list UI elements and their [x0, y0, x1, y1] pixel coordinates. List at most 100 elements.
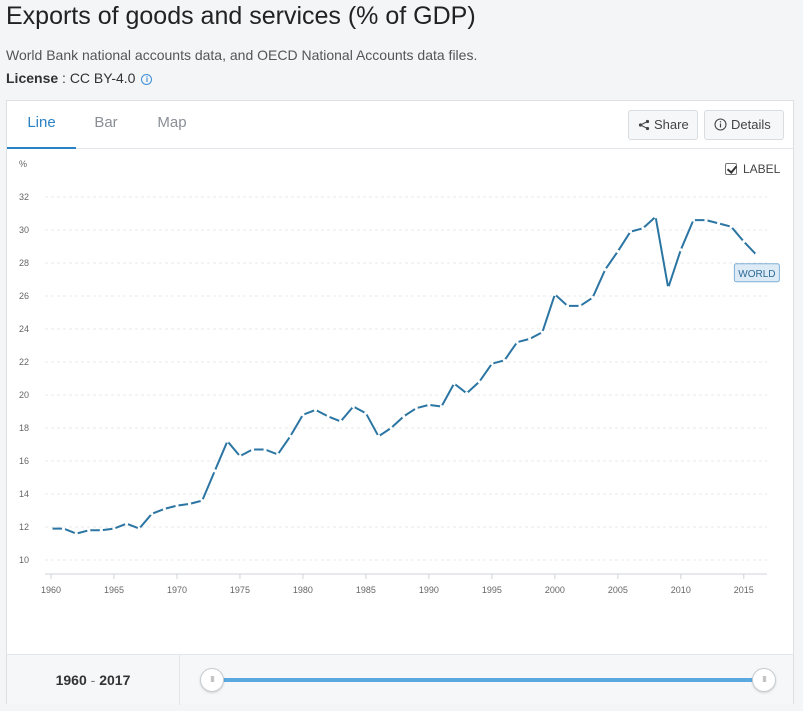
data-point — [250, 447, 255, 452]
x-tick-label: 2000 — [545, 585, 565, 595]
data-point — [754, 253, 759, 257]
data-point — [679, 248, 683, 252]
data-point — [326, 414, 330, 419]
share-button[interactable]: Share — [628, 110, 698, 140]
data-point — [402, 414, 406, 419]
data-point — [553, 292, 557, 296]
range-separator: - — [86, 672, 100, 688]
data-point — [351, 404, 355, 409]
data-point — [288, 434, 292, 438]
y-tick-label: 12 — [19, 522, 29, 532]
y-tick-label: 16 — [19, 456, 29, 466]
label-layer: WORLD — [733, 263, 780, 283]
page-title: Exports of goods and services (% of GDP) — [6, 2, 476, 30]
data-point — [616, 249, 620, 254]
data-point — [528, 337, 532, 341]
x-tick-label: 2010 — [671, 585, 691, 595]
series-label-box — [733, 263, 780, 283]
data-point — [465, 391, 469, 395]
data-point — [200, 499, 204, 503]
details-button[interactable]: Details — [704, 110, 784, 140]
x-tick-label: 2005 — [608, 585, 628, 595]
info-icon[interactable]: i — [141, 74, 153, 85]
info-circle-icon — [714, 118, 727, 131]
tab-map[interactable]: Map — [157, 114, 187, 131]
y-tick-label: 24 — [19, 324, 29, 334]
data-point — [61, 527, 66, 531]
y-tick-label: 22 — [19, 357, 29, 367]
data-point — [654, 215, 658, 219]
x-tick-label: 2015 — [734, 585, 754, 595]
data-point — [364, 411, 368, 415]
data-point — [729, 225, 733, 229]
tab-line[interactable]: Line — [7, 101, 76, 149]
license-row: License : CC BY-4.0 i — [6, 70, 153, 86]
data-point — [150, 512, 154, 516]
range-handle-start[interactable]: III — [200, 668, 224, 692]
data-point — [276, 452, 280, 456]
x-tick-label: 1980 — [293, 585, 313, 595]
data-point — [502, 358, 507, 362]
data-point — [187, 502, 192, 506]
data-point — [691, 218, 696, 222]
source-note: World Bank national accounts data, and O… — [6, 47, 478, 63]
y-tick-label: 30 — [19, 225, 29, 235]
data-point — [162, 507, 166, 511]
y-tick-label: 26 — [19, 291, 29, 301]
data-point — [439, 404, 444, 409]
x-tick-label: 1990 — [419, 585, 439, 595]
data-point — [124, 522, 129, 526]
range-footer: 1960 - 2017 III III — [7, 654, 793, 705]
chart-panel: Line Bar Map Share Details 10 12 14 16 18 20 2… — [6, 100, 794, 705]
year-range: 1960 - 2017 — [7, 655, 180, 705]
data-point — [87, 528, 91, 532]
x-tick-label: 1995 — [482, 585, 502, 595]
x-tick-label: 1970 — [167, 585, 187, 595]
label-toggle-text: LABEL — [743, 162, 781, 176]
label-checkbox[interactable] — [725, 163, 737, 175]
y-tick-label: 14 — [19, 489, 29, 499]
share-label: Share — [654, 117, 689, 132]
chart-tabs: Line Bar Map Share Details — [7, 101, 793, 149]
data-point — [578, 304, 582, 308]
data-point — [225, 439, 229, 443]
y-axis-label: % — [19, 159, 27, 169]
data-point — [666, 286, 670, 290]
label-toggle[interactable]: LABEL — [725, 162, 780, 176]
axis-layer: 10 12 14 16 18 20 22 24 26 28 30 32% 1960 1965 1970 197… — [19, 159, 767, 595]
x-tick-label: 1965 — [104, 585, 124, 595]
data-point — [477, 380, 481, 384]
data-point — [263, 447, 267, 452]
data-point — [49, 527, 53, 531]
grid-layer — [45, 196, 767, 561]
data-point — [112, 527, 116, 531]
range-end: 2017 — [99, 672, 131, 688]
data-point — [515, 340, 519, 344]
line-chart: 10 12 14 16 18 20 22 24 26 28 30 32% 1960 1965 1970 197… — [19, 159, 780, 595]
data-point — [99, 528, 103, 532]
y-tick-label: 10 — [19, 555, 29, 565]
tab-bar[interactable]: Bar — [94, 114, 118, 131]
x-tick-label: 1975 — [230, 585, 250, 595]
x-tick-label: 1985 — [356, 585, 376, 595]
data-point — [213, 469, 217, 473]
range-handle-end[interactable]: III — [752, 668, 776, 692]
data-point — [717, 221, 721, 225]
license-label: License — [6, 70, 59, 86]
data-point — [628, 230, 633, 234]
data-point — [389, 426, 393, 430]
x-tick-label: 1960 — [41, 585, 61, 595]
y-tick-label: 20 — [19, 390, 29, 400]
data-point — [414, 406, 418, 410]
data-point — [313, 408, 318, 412]
data-point — [490, 362, 494, 366]
data-point — [137, 527, 141, 531]
data-point — [641, 226, 645, 230]
data-point — [427, 403, 431, 407]
y-tick-label: 32 — [19, 192, 29, 202]
data-point — [175, 503, 179, 508]
series-label: WORLD — [738, 269, 775, 280]
y-tick-label: 28 — [19, 258, 29, 268]
series-layer — [49, 215, 759, 536]
range-slider-track[interactable] — [212, 678, 764, 682]
